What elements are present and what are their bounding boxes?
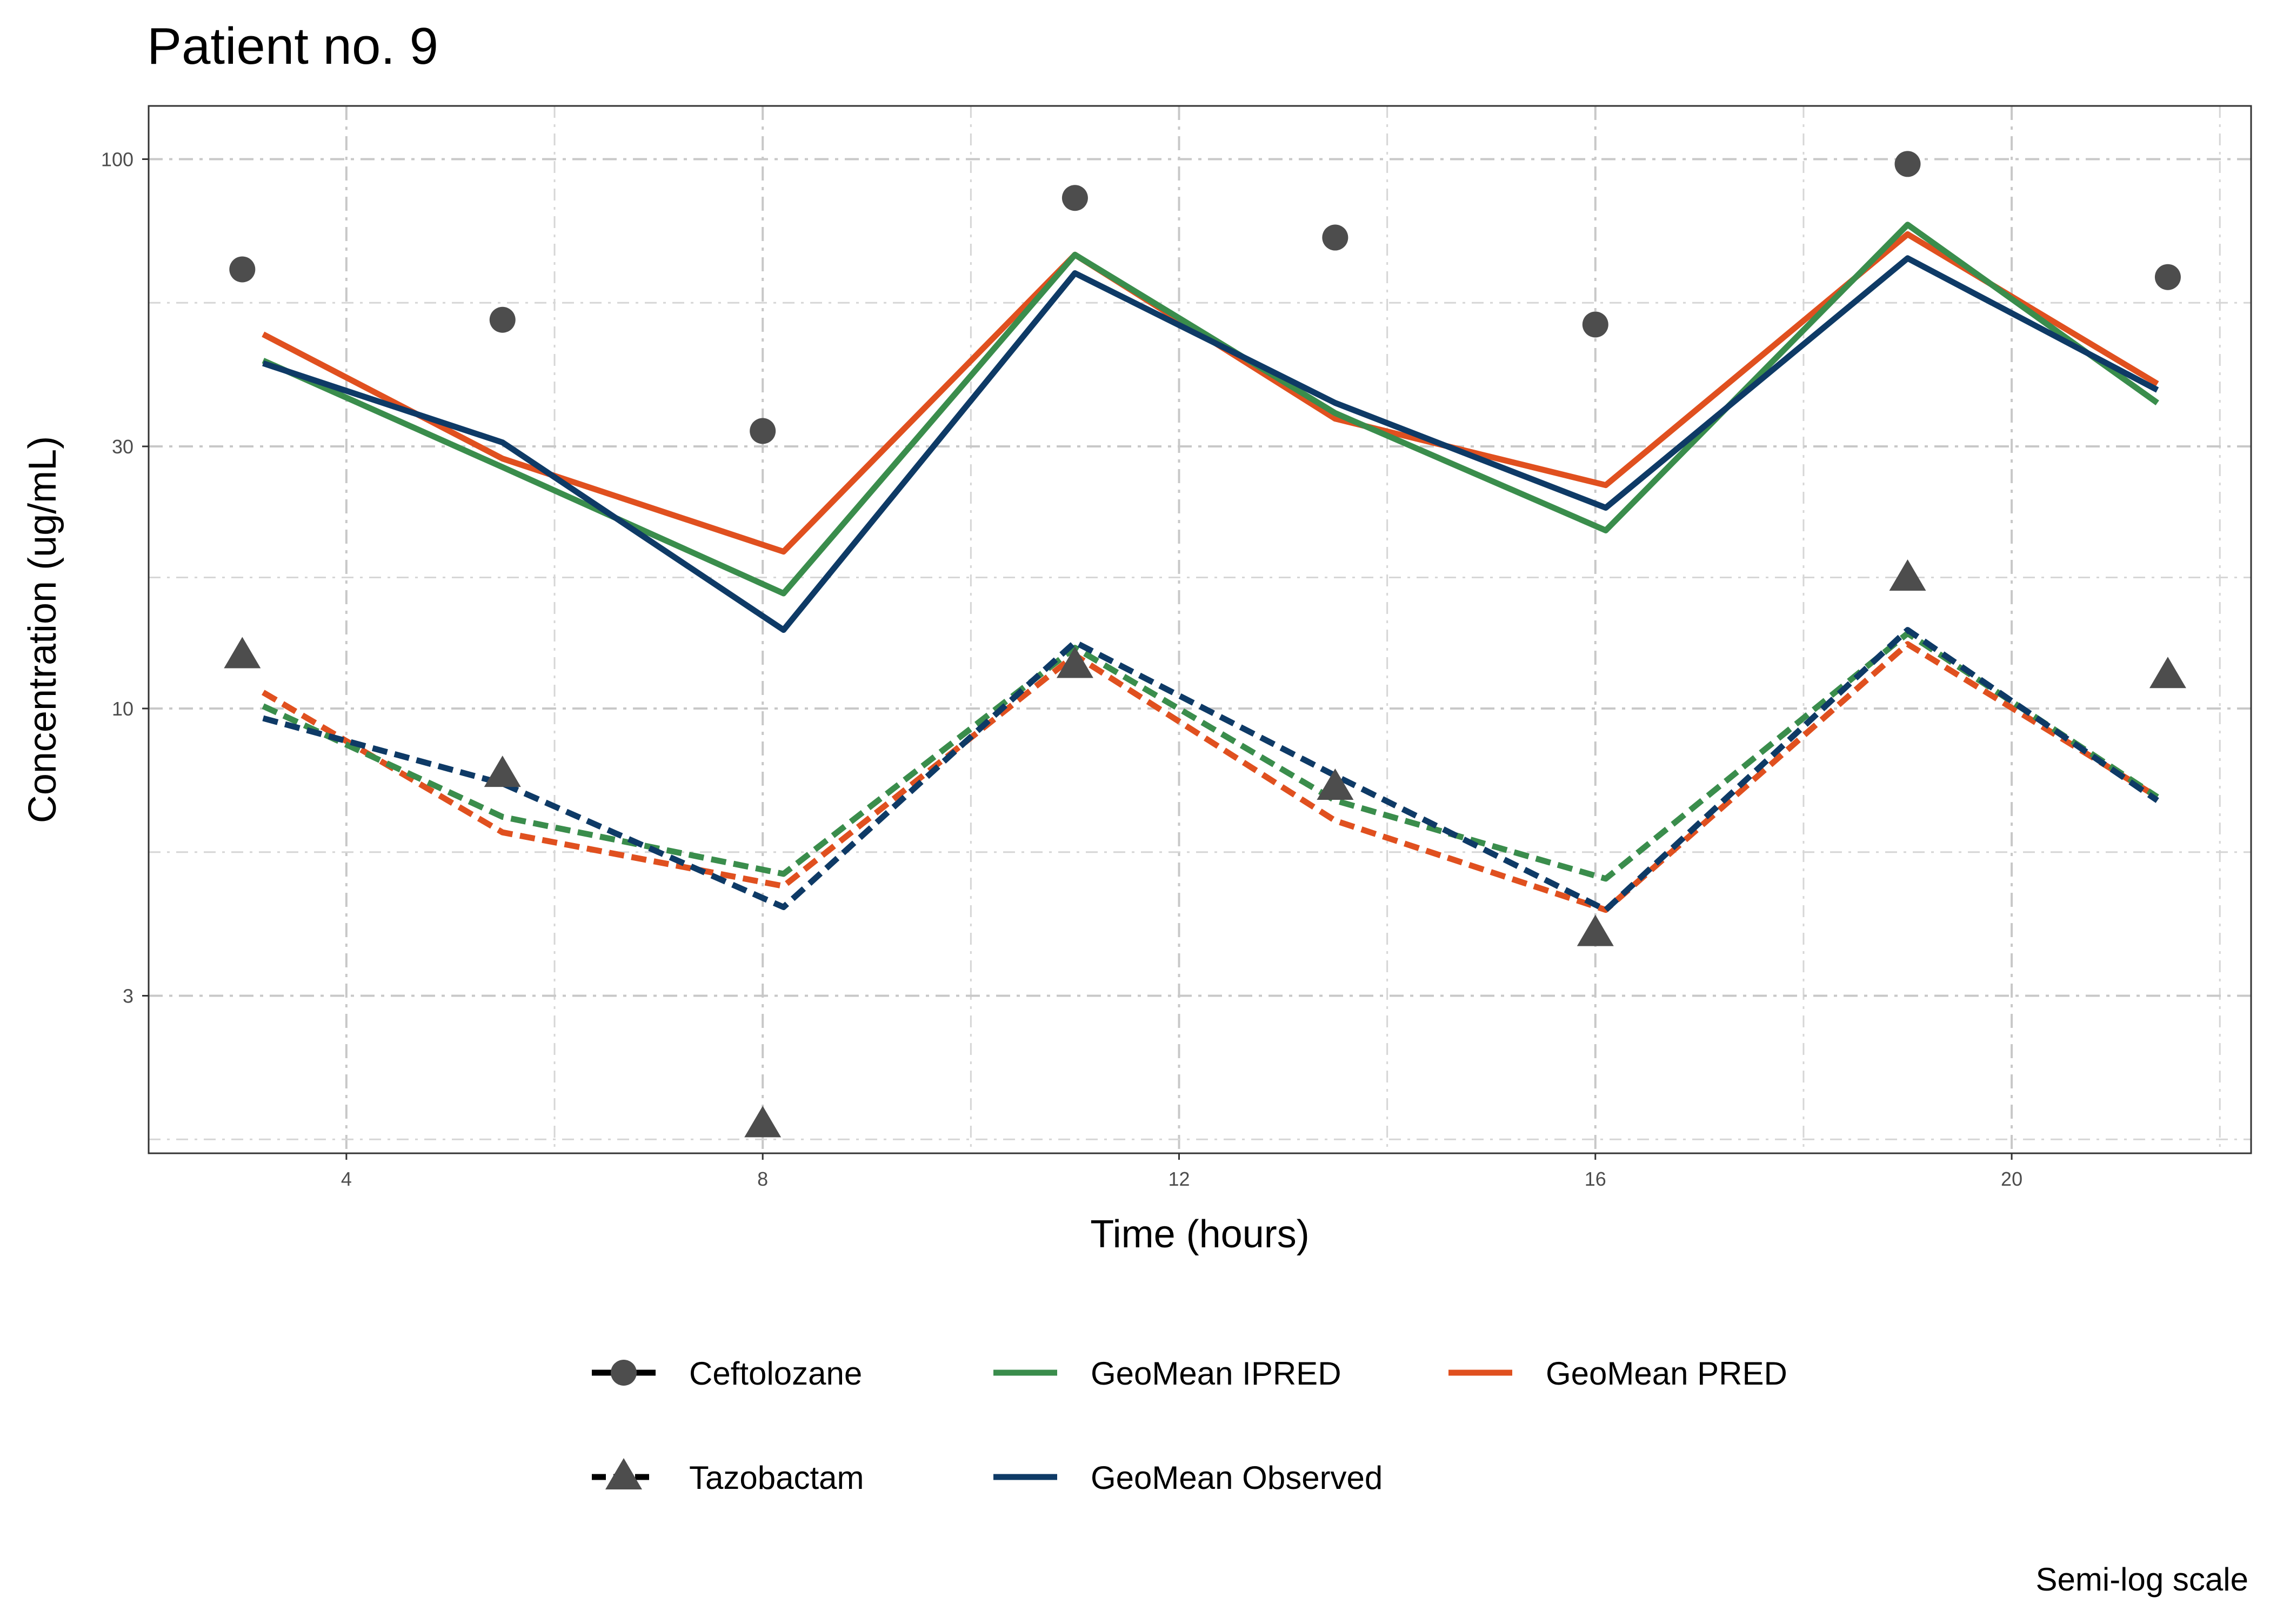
- x-tick-label: 12: [1168, 1168, 1190, 1190]
- legend-label-ceftolozane: Ceftolozane: [689, 1355, 862, 1392]
- ceftolozane-point: [750, 418, 776, 444]
- series-lines: [262, 222, 2159, 913]
- series-line-tazobactam-geomean-observed: [262, 627, 2159, 913]
- tazobactam-point: [1317, 768, 1354, 800]
- caption: Semi-log scale: [2036, 1561, 2249, 1598]
- legend-item-ceftolozane: Ceftolozane: [592, 1355, 862, 1392]
- y-axis-title: Concentration (ug/mL): [21, 436, 64, 823]
- ceftolozane-point: [1322, 224, 1348, 251]
- ceftolozane-point: [1582, 311, 1608, 338]
- tazobactam-point: [1889, 559, 1926, 591]
- ceftolozane-point: [489, 306, 516, 333]
- series-line-ceftolozane-geomean-ipred: [262, 222, 2159, 597]
- legend-label-geomean-ipred: GeoMean IPRED: [1091, 1355, 1341, 1392]
- observation-points: [224, 151, 2186, 1138]
- plot-panel-border: [148, 105, 2252, 1154]
- legend: Ceftolozane Tazobactam GeoMean IPRED Geo…: [592, 1355, 1787, 1496]
- series-line-ceftolozane-geomean-observed: [262, 255, 2159, 633]
- tazobactam-point: [2149, 657, 2186, 689]
- x-tick-label: 20: [2001, 1168, 2022, 1190]
- ceftolozane-point: [229, 256, 256, 283]
- legend-circle-marker: [611, 1360, 637, 1386]
- tazobactam-point: [1056, 646, 1093, 678]
- axis-ticks: 4 8 12 16 20 3 10 30 100: [101, 149, 2022, 1190]
- ceftolozane-point: [2154, 264, 2181, 290]
- y-tick-label: 3: [123, 985, 133, 1007]
- tazobactam-point: [1577, 914, 1614, 946]
- legend-item-geomean-pred: GeoMean PRED: [1448, 1355, 1787, 1392]
- y-tick-label: 30: [112, 436, 133, 458]
- ceftolozane-point: [1061, 185, 1088, 211]
- x-tick-label: 4: [341, 1168, 352, 1190]
- ceftolozane-point: [1894, 151, 1921, 177]
- x-tick-label: 8: [757, 1168, 768, 1190]
- chart-title: Patient no. 9: [147, 17, 438, 75]
- legend-item-geomean-ipred: GeoMean IPRED: [993, 1355, 1341, 1392]
- tazobactam-point: [744, 1106, 782, 1138]
- legend-triangle-marker: [605, 1458, 642, 1489]
- tazobactam-point: [224, 637, 261, 669]
- series-line-tazobactam-geomean-pred: [262, 641, 2159, 913]
- y-tick-label: 100: [101, 149, 133, 171]
- legend-label-geomean-pred: GeoMean PRED: [1546, 1355, 1787, 1392]
- tazobactam-point: [484, 756, 521, 787]
- y-tick-label: 10: [112, 698, 133, 720]
- x-axis-title: Time (hours): [1090, 1213, 1309, 1256]
- legend-item-tazobactam: Tazobactam: [592, 1458, 864, 1496]
- legend-item-geomean-observed: GeoMean Observed: [993, 1460, 1383, 1496]
- legend-label-geomean-observed: GeoMean Observed: [1091, 1460, 1383, 1496]
- x-tick-label: 16: [1585, 1168, 1606, 1190]
- legend-label-tazobactam: Tazobactam: [689, 1460, 864, 1496]
